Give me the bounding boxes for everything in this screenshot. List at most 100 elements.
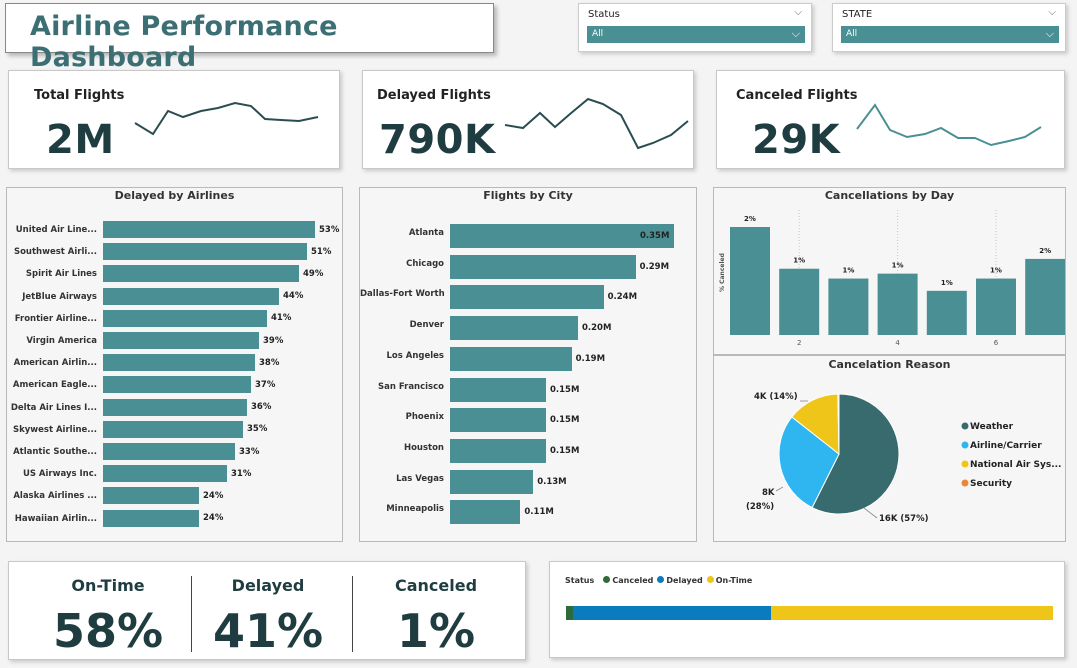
bar-row[interactable]: Atlantic Southe... 33% [7, 443, 342, 461]
legend-label[interactable]: Security [970, 479, 1012, 489]
value-label: 0.20M [582, 323, 612, 334]
kpi-value: 2M [46, 117, 115, 163]
bar[interactable] [103, 487, 199, 505]
chart-title: Cancelation Reason [828, 358, 951, 371]
legend-label[interactable]: National Air Sys... [970, 460, 1061, 470]
day-bar[interactable] [779, 268, 820, 335]
bar[interactable] [450, 254, 636, 279]
bar[interactable] [103, 420, 243, 438]
bar-row[interactable]: Southwest Airli... 51% [7, 243, 342, 261]
bar-row[interactable]: United Air Line... 53% [7, 221, 342, 239]
chart-title: Cancellations by Day [824, 189, 955, 202]
state-slicer[interactable]: STATE ⌵ All ⌵ [832, 3, 1066, 52]
bar-row[interactable]: Atlanta 0.35M [360, 224, 696, 248]
state-dropdown-value: All [846, 29, 858, 39]
legend-label[interactable]: Airline/Carrier [970, 441, 1042, 451]
pie-slice[interactable] [791, 393, 840, 456]
bar[interactable] [103, 243, 307, 261]
legend-label[interactable]: On-Time [715, 576, 753, 585]
bar-row[interactable]: Skywest Airline... 35% [7, 420, 342, 439]
legend-label[interactable]: Delayed [666, 576, 703, 585]
bar[interactable] [450, 408, 546, 433]
bar-row[interactable]: Hawaiian Airlin... 24% [7, 509, 342, 528]
day-bar[interactable] [976, 278, 1016, 335]
legend-marker [961, 460, 969, 468]
bar[interactable] [103, 265, 299, 283]
value-label: 0.15M [550, 384, 580, 395]
bar[interactable] [103, 398, 247, 416]
bar-row[interactable]: American Eagle... 37% [7, 376, 342, 394]
value-label: 51% [311, 246, 332, 257]
category-label: Atlanta [408, 228, 444, 238]
bar-row[interactable]: Virgin America 39% [7, 332, 342, 350]
bar-row[interactable]: Frontier Airline... 41% [7, 309, 342, 328]
bar-row[interactable]: Alaska Airlines ... 24% [7, 487, 342, 505]
slice-label: 16K (57%) [879, 514, 929, 524]
bar[interactable] [103, 509, 199, 527]
bar[interactable] [103, 354, 255, 372]
day-bar[interactable] [1025, 258, 1065, 335]
bar-row[interactable]: Las Vegas 0.13M [360, 469, 696, 494]
bar-row[interactable]: Los Angeles 0.19M [360, 346, 696, 371]
state-dropdown[interactable]: All ⌵ [841, 26, 1059, 43]
bar[interactable] [450, 500, 521, 525]
bar[interactable] [450, 224, 674, 248]
value-label: 0.15M [550, 415, 580, 426]
legend-label[interactable]: Weather [970, 422, 1014, 432]
pie-slice[interactable] [778, 416, 840, 509]
value-label: 37% [255, 379, 276, 390]
delayed-kpi: Delayed 41% [183, 562, 353, 661]
category-label: Skywest Airline... [12, 424, 97, 435]
bar[interactable] [450, 346, 572, 371]
chevron-down-icon[interactable]: ⌵ [794, 7, 802, 18]
bar[interactable] [103, 221, 315, 238]
day-bar[interactable] [828, 278, 869, 335]
y-axis-label: % Canceled [719, 253, 726, 292]
day-bar[interactable] [877, 273, 918, 335]
status-dropdown[interactable]: All ⌵ [587, 26, 805, 43]
bar[interactable] [103, 287, 279, 305]
bar[interactable] [103, 332, 259, 349]
bar[interactable] [450, 377, 546, 402]
bar[interactable] [450, 316, 578, 341]
category-label: US Airways Inc. [22, 469, 97, 480]
status-slicer[interactable]: Status ⌵ All ⌵ [578, 3, 812, 52]
bar[interactable] [103, 376, 251, 394]
bar-row[interactable]: Delta Air Lines I... 36% [7, 398, 342, 417]
data-label: 1% [941, 279, 953, 287]
pie-slice[interactable] [837, 393, 840, 455]
bar[interactable] [450, 469, 534, 494]
bar-row[interactable]: US Airways Inc. 31% [7, 465, 342, 483]
bar-row[interactable]: Minneapolis 0.11M [360, 500, 696, 525]
bar[interactable] [450, 285, 604, 310]
bar[interactable] [450, 438, 546, 463]
bar[interactable] [103, 465, 227, 483]
bar-row[interactable]: Denver 0.20M [360, 316, 696, 341]
status-segment[interactable] [566, 606, 574, 620]
status-segment[interactable] [573, 606, 771, 620]
category-label: Alaska Airlines ... [13, 491, 97, 502]
bar-row[interactable]: San Francisco 0.15M [360, 377, 696, 402]
bar-row[interactable]: American Airlin... 38% [7, 354, 342, 372]
bar-row[interactable]: Chicago 0.29M [360, 254, 696, 279]
bar-row[interactable]: Phoenix 0.15M [360, 408, 696, 433]
day-bar[interactable] [730, 227, 770, 335]
legend-label[interactable]: Canceled [612, 576, 654, 585]
category-label: Houston [403, 442, 444, 453]
chevron-down-icon[interactable]: ⌵ [1048, 7, 1056, 18]
status-segment[interactable] [770, 606, 1053, 620]
bar-row[interactable]: Spirit Air Lines 49% [7, 265, 342, 283]
bar-row[interactable]: Dallas-Fort Worth 0.24M [360, 285, 696, 310]
category-label: Delta Air Lines I... [10, 402, 97, 413]
pie-slice[interactable] [811, 393, 900, 515]
slice-label: (28%) [746, 502, 774, 512]
bar-row[interactable]: JetBlue Airways 44% [7, 287, 342, 306]
chevron-down-icon[interactable]: ⌵ [1045, 27, 1054, 40]
bar-row[interactable]: Houston 0.15M [360, 438, 696, 463]
value-label: 53% [319, 224, 340, 235]
bar[interactable] [103, 309, 267, 327]
category-label: American Eagle... [12, 380, 97, 391]
bar[interactable] [103, 443, 235, 460]
chevron-down-icon[interactable]: ⌵ [791, 27, 800, 40]
day-bar[interactable] [926, 290, 967, 335]
